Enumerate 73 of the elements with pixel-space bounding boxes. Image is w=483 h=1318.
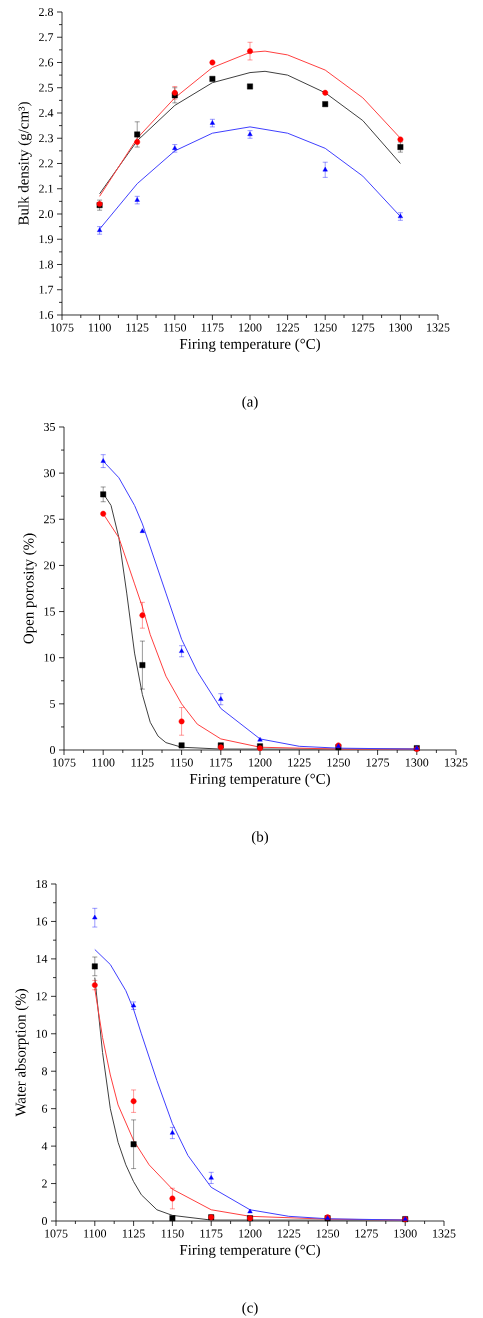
- y-axis-title: Water absorption (%): [15, 989, 29, 1117]
- y-tick-label: 30: [44, 469, 56, 478]
- y-tick-label: 8: [41, 1067, 48, 1076]
- x-tick-label: 1125: [126, 323, 149, 332]
- y-tick-label: 1.7: [39, 285, 54, 294]
- x-tick-label: 1250: [327, 758, 350, 767]
- x-tick-label: 1225: [288, 758, 311, 767]
- y-tick-label: 14: [36, 954, 48, 963]
- text: (b): [251, 831, 269, 845]
- x-tick-label: 1325: [433, 1229, 456, 1238]
- y-axis-title: Open porosity (%): [23, 533, 37, 644]
- y-tick-label: 2: [42, 1179, 47, 1188]
- y-axis-title: Bulk density (g/cm³): [18, 102, 32, 226]
- x-tick-label: 1175: [201, 323, 224, 332]
- x-tick-label: 1150: [161, 1229, 184, 1238]
- y-tick-label: 0: [49, 745, 56, 755]
- y-tick-label: 1.9: [39, 235, 53, 244]
- x-tick-label: 1075: [53, 758, 76, 767]
- x-tick-label: 1275: [366, 758, 390, 767]
- x-tick-label: 1225: [276, 323, 300, 332]
- x-tick-label: 1225: [277, 1229, 301, 1238]
- x-axis-title: Firing temperature (°C): [189, 773, 330, 788]
- y-tick-label: 2.3: [39, 134, 54, 143]
- x-tick-label: 1250: [314, 323, 337, 332]
- y-tick-label: 0: [41, 1216, 48, 1226]
- x-tick-label: 1150: [170, 758, 193, 767]
- y-tick-label: 2.6: [39, 58, 54, 67]
- x-tick-label: 1075: [45, 1229, 68, 1238]
- text: (c): [242, 1302, 258, 1316]
- y-tick-label: 2.5: [39, 83, 54, 92]
- x-tick-label: 1150: [164, 323, 187, 332]
- y-tick-label: 25: [44, 515, 56, 524]
- y-tick-label: 6: [42, 1104, 48, 1113]
- y-tick-label: 2.0: [39, 209, 54, 219]
- x-tick-label: 1275: [351, 323, 375, 332]
- y-tick-label: 35: [44, 422, 56, 431]
- y-tick-label: 18: [36, 879, 48, 889]
- x-axis-title: Firing temperature (°C): [179, 1244, 320, 1259]
- x-tick-label: 1100: [88, 323, 111, 332]
- y-tick-label: 10: [36, 1029, 48, 1038]
- x-tick-label: 1175: [200, 1229, 223, 1238]
- x-tick-label: 1200: [239, 1229, 262, 1238]
- x-tick-label: 1100: [84, 1229, 107, 1238]
- y-tick-label: 2.8: [39, 7, 54, 17]
- text: (a): [242, 396, 258, 410]
- y-tick-label: 5: [50, 699, 56, 708]
- x-tick-label: 1275: [355, 1229, 378, 1238]
- y-tick-label: 2.1: [39, 184, 53, 193]
- x-tick-label: 1300: [394, 1229, 417, 1238]
- x-tick-label: 1175: [210, 758, 233, 767]
- x-tick-label: 1325: [427, 323, 450, 332]
- x-tick-label: 1250: [316, 1229, 340, 1238]
- x-axis-title: Firing temperature (°C): [179, 338, 320, 352]
- y-tick-label: 20: [44, 561, 56, 570]
- x-tick-label: 1200: [249, 758, 272, 767]
- y-tick-label: 15: [44, 607, 56, 616]
- y-tick-label: 16: [36, 917, 48, 926]
- y-tick-label: 1.8: [39, 260, 54, 269]
- x-tick-label: 1075: [51, 323, 74, 332]
- y-tick-label: 1.6: [39, 310, 54, 320]
- x-tick-label: 1300: [405, 758, 429, 767]
- y-tick-label: 10: [44, 653, 56, 662]
- x-tick-label: 1100: [92, 758, 115, 767]
- y-tick-label: 4: [41, 1142, 48, 1151]
- y-tick-label: 2.7: [39, 33, 54, 42]
- x-tick-label: 1125: [131, 758, 154, 767]
- x-tick-label: 1300: [389, 323, 412, 332]
- x-tick-label: 1200: [239, 323, 262, 332]
- y-tick-label: 2.2: [39, 159, 53, 168]
- y-tick-label: 12: [36, 992, 47, 1001]
- x-tick-label: 1125: [122, 1229, 145, 1238]
- x-tick-label: 1325: [445, 758, 468, 767]
- y-tick-label: 2.4: [39, 108, 54, 118]
